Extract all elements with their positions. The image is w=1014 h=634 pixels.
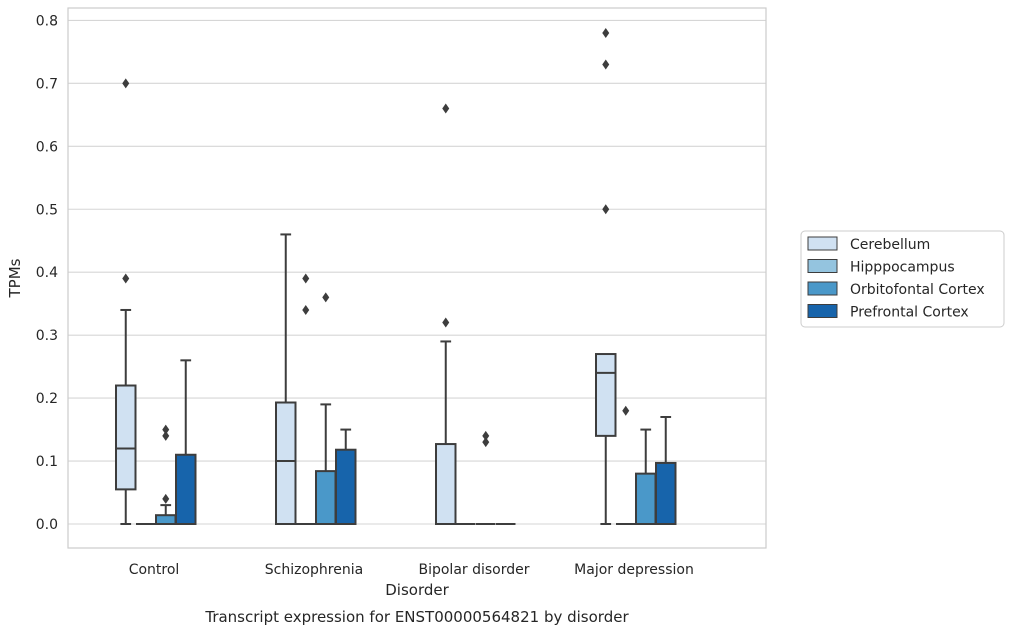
box-1-1 <box>296 273 316 525</box>
y-tick-label: 0.1 <box>36 454 58 470</box>
legend-frame <box>800 230 1005 328</box>
outlier-point <box>122 273 130 284</box>
box-body <box>115 384 137 491</box>
y-tick-label: 0.7 <box>36 76 58 92</box>
y-tick-label: 0.8 <box>36 13 58 29</box>
box-body <box>435 443 457 525</box>
box-1-3 <box>335 428 357 525</box>
y-tick-label: 0.6 <box>36 139 58 155</box>
plot-frame <box>67 7 767 549</box>
box-body <box>155 514 177 526</box>
box-body <box>635 472 657 526</box>
outlier-point <box>162 424 170 435</box>
box-body <box>655 461 677 526</box>
x-tick-label: Major depression <box>574 562 694 578</box>
x-tick-label: Schizophrenia <box>265 562 363 578</box>
legend-swatch <box>807 304 838 318</box>
outlier-point <box>442 103 450 114</box>
box-2-2 <box>476 430 496 525</box>
legend-swatch <box>807 259 838 273</box>
legend: Cerebellum Hipppocampus Orbitofontal Corte… <box>800 230 1005 328</box>
box-1-2 <box>315 292 337 526</box>
x-tick-label: Control <box>129 562 180 578</box>
legend-label: Cerebellum <box>850 237 930 253</box>
box-1-0 <box>275 233 297 525</box>
box-3-0 <box>595 27 617 525</box>
box-0-0 <box>115 78 137 525</box>
outlier-point <box>162 430 170 441</box>
x-axis-title: Disorder <box>385 581 449 599</box>
chart-title: Transcript expression for ENST0000056482… <box>204 608 629 626</box>
x-tick-label: Bipolar disorder <box>418 562 529 578</box>
box-2-0 <box>435 103 457 525</box>
box-0-3 <box>175 359 197 526</box>
box-body <box>335 448 357 525</box>
x-tick-labels: Control Schizophrenia Bipolar disorder Majo… <box>129 562 694 578</box>
y-tick-label: 0.5 <box>36 202 58 218</box>
box-3-3 <box>655 415 677 526</box>
y-tick-label: 0.4 <box>36 265 58 281</box>
box-3-1 <box>616 405 636 525</box>
outlier-point <box>482 430 490 441</box>
outlier-point <box>302 304 310 315</box>
outlier-point <box>622 405 630 416</box>
outlier-point <box>602 59 610 70</box>
y-tick-label: 0.2 <box>36 391 58 407</box>
legend-label: Orbitofontal Cortex <box>850 282 985 298</box>
outlier-point <box>162 493 170 504</box>
box-body <box>595 353 617 437</box>
y-tick-label: 0.3 <box>36 328 58 344</box>
outlier-point <box>602 204 610 215</box>
outlier-point <box>602 27 610 38</box>
box-0-2 <box>155 424 177 526</box>
outlier-point <box>322 292 330 303</box>
legend-swatch <box>807 281 838 296</box>
outlier-point <box>482 437 490 448</box>
box-body <box>175 453 197 526</box>
y-tick-labels: 0.0 0.1 0.2 0.3 0.4 0.5 0.6 0.7 0.8 <box>36 13 58 533</box>
outlier-point <box>302 273 310 284</box>
outlier-point <box>122 78 130 89</box>
grid-lines <box>68 19 766 525</box>
legend-swatch <box>807 236 838 251</box>
outlier-point <box>442 317 450 328</box>
legend-label: Prefrontal Cortex <box>850 305 969 321</box>
box-3-2 <box>635 428 657 526</box>
y-tick-label: 0.0 <box>36 517 58 533</box>
box-body <box>275 401 297 525</box>
box-body <box>315 470 337 526</box>
y-axis-title: TPMs <box>6 258 24 298</box>
box-plot-marks <box>115 27 677 526</box>
legend-label: Hipppocampus <box>850 260 955 276</box>
